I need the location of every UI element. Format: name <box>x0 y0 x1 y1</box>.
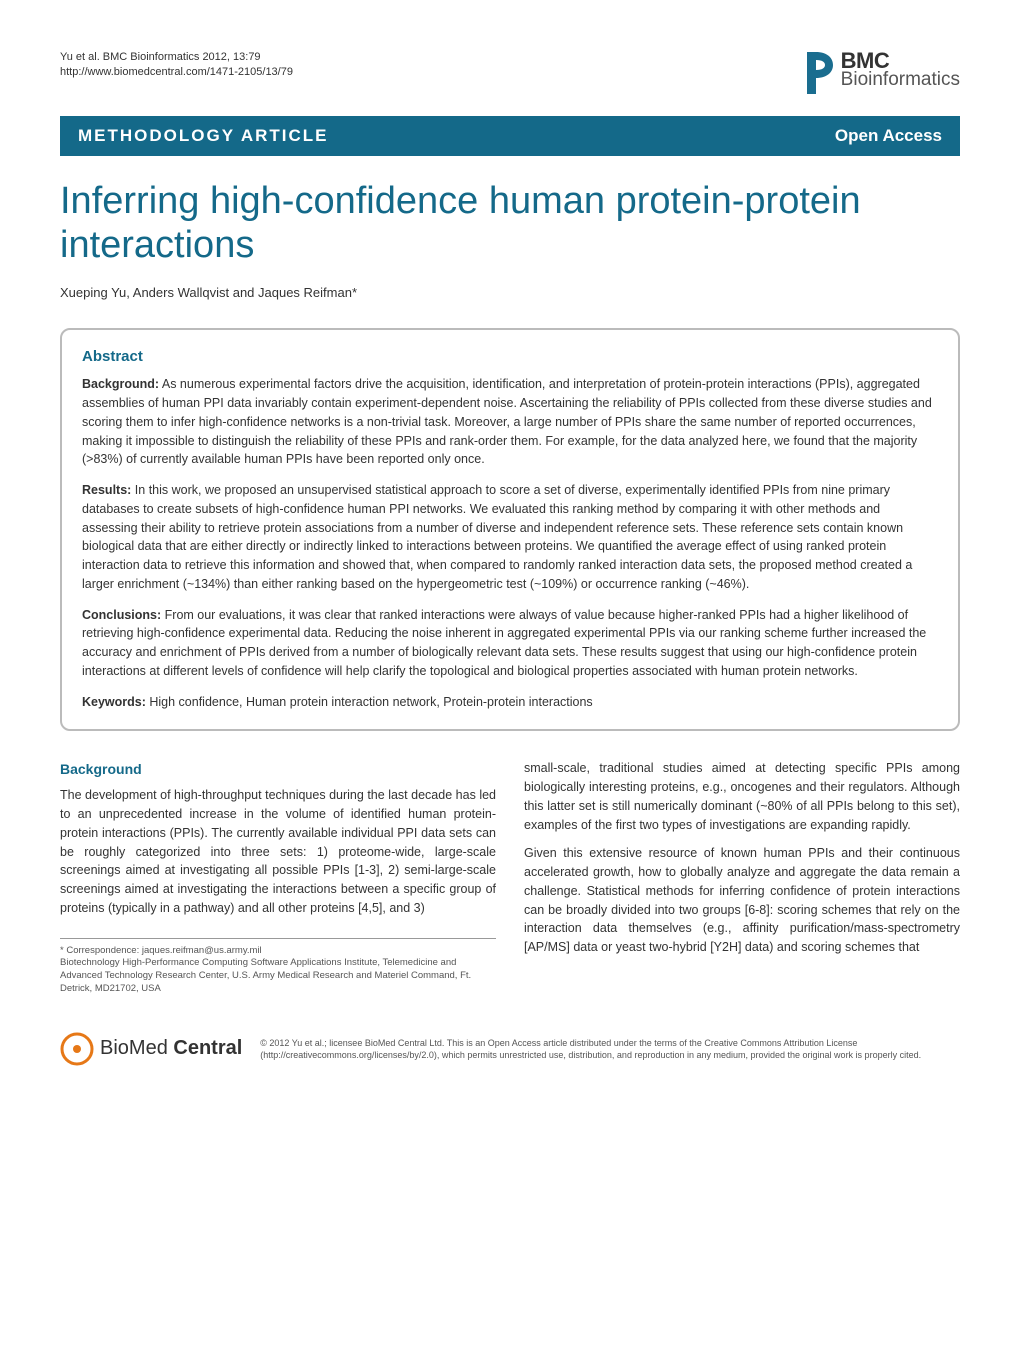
biomed-central-text: BioMed Central <box>100 1037 242 1060</box>
abstract-keywords: Keywords: High confidence, Human protein… <box>82 693 938 712</box>
abstract-background-text: As numerous experimental factors drive t… <box>82 377 932 466</box>
open-access-label: Open Access <box>835 126 942 146</box>
biomed-central-logo: BioMed Central <box>60 1032 242 1066</box>
abstract-conclusions-text: From our evaluations, it was clear that … <box>82 608 926 678</box>
abstract-background: Background: As numerous experimental fac… <box>82 375 938 469</box>
license-text: © 2012 Yu et al.; licensee BioMed Centra… <box>260 1037 960 1061</box>
col1-para-1: The development of high-throughput techn… <box>60 786 496 917</box>
abstract-background-label: Background: <box>82 377 159 391</box>
header-row: Yu et al. BMC Bioinformatics 2012, 13:79… <box>60 50 960 96</box>
column-right: small-scale, traditional studies aimed a… <box>524 759 960 996</box>
article-type-banner: METHODOLOGY ARTICLE Open Access <box>60 116 960 156</box>
abstract-conclusions: Conclusions: From our evaluations, it wa… <box>82 606 938 681</box>
abstract-results-label: Results: <box>82 483 131 497</box>
correspondence-block: * Correspondence: jaques.reifman@us.army… <box>60 938 496 996</box>
logo-sub-text: Bioinformatics <box>841 70 960 89</box>
biomed-text: BioMed <box>100 1037 173 1059</box>
biomed-central-icon <box>60 1032 94 1066</box>
body-columns: Background The development of high-throu… <box>60 759 960 996</box>
journal-logo: BMC Bioinformatics <box>803 50 960 96</box>
citation-line-2: http://www.biomedcentral.com/1471-2105/1… <box>60 65 293 80</box>
abstract-box: Abstract Background: As numerous experim… <box>60 328 960 731</box>
col2-para-2: Given this extensive resource of known h… <box>524 844 960 957</box>
abstract-conclusions-label: Conclusions: <box>82 608 161 622</box>
abstract-results: Results: In this work, we proposed an un… <box>82 481 938 594</box>
background-heading: Background <box>60 759 496 780</box>
abstract-heading: Abstract <box>82 348 938 365</box>
abstract-keywords-label: Keywords: <box>82 695 146 709</box>
footer-row: BioMed Central © 2012 Yu et al.; license… <box>60 1022 960 1066</box>
col2-para-1: small-scale, traditional studies aimed a… <box>524 759 960 834</box>
authors-line: Xueping Yu, Anders Wallqvist and Jaques … <box>60 285 960 300</box>
citation-line-1: Yu et al. BMC Bioinformatics 2012, 13:79 <box>60 50 293 65</box>
logo-text-block: BMC Bioinformatics <box>841 50 960 89</box>
correspondence-email: * Correspondence: jaques.reifman@us.army… <box>60 945 496 958</box>
citation-block: Yu et al. BMC Bioinformatics 2012, 13:79… <box>60 50 293 81</box>
bmc-logo-icon <box>803 50 837 96</box>
page-container: Yu et al. BMC Bioinformatics 2012, 13:79… <box>0 0 1020 1106</box>
article-title: Inferring high-confidence human protein-… <box>60 180 960 267</box>
central-text: Central <box>173 1037 242 1059</box>
abstract-results-text: In this work, we proposed an unsupervise… <box>82 483 912 591</box>
abstract-keywords-text: High confidence, Human protein interacti… <box>146 695 593 709</box>
column-left: Background The development of high-throu… <box>60 759 496 996</box>
article-type-label: METHODOLOGY ARTICLE <box>78 126 329 146</box>
correspondence-affiliation: Biotechnology High-Performance Computing… <box>60 957 496 995</box>
